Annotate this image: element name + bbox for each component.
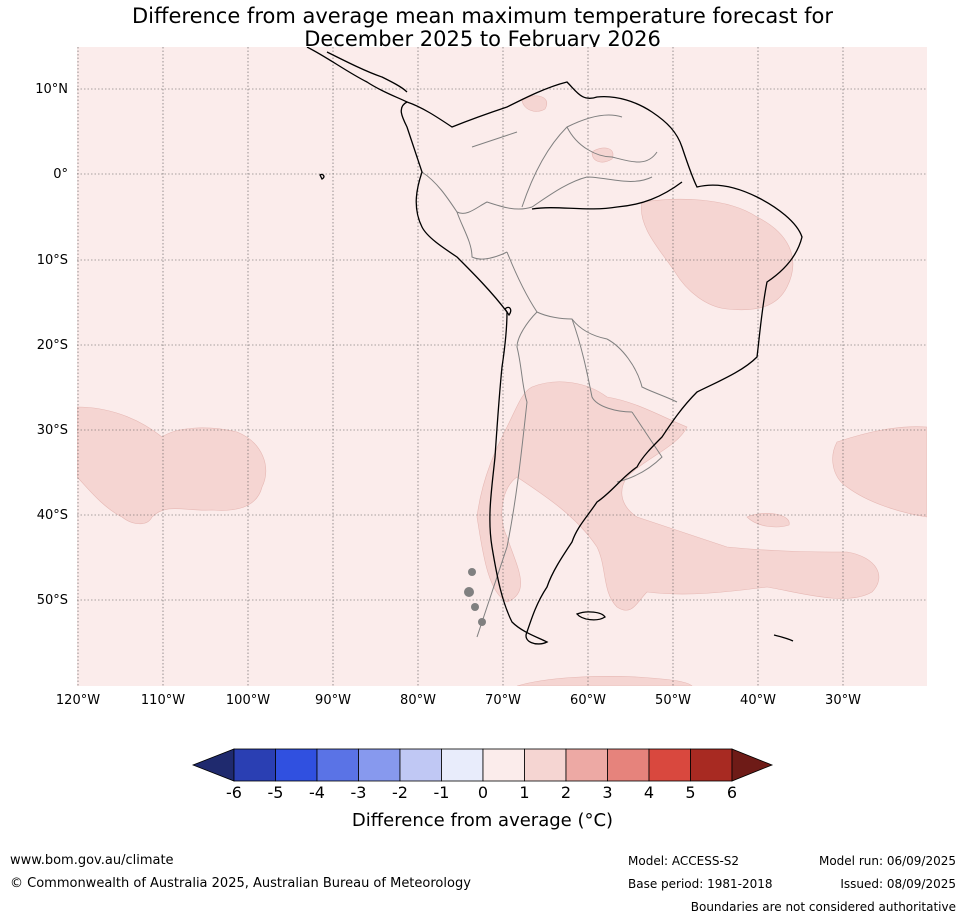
colorbar-segment	[690, 748, 733, 782]
colorbar-tick-label: -2	[392, 783, 408, 802]
colorbar-segment	[648, 748, 691, 782]
lon-label-110w: 110°W	[140, 693, 186, 708]
footer-copyright: © Commonwealth of Australia 2025, Austra…	[10, 876, 471, 891]
forecast-map	[77, 47, 927, 686]
title-line-2: December 2025 to February 2026	[304, 27, 661, 51]
footer-website: www.bom.gov.au/climate	[10, 853, 174, 868]
country-borders	[421, 114, 678, 638]
central-america-coast	[306, 47, 408, 103]
anomaly-region-pacific	[77, 406, 267, 525]
colorbar-tick-label: -5	[267, 783, 284, 802]
south-georgia	[773, 634, 794, 642]
footer-issued: Issued: 08/09/2025	[840, 877, 956, 891]
lon-label-100w: 100°W	[225, 693, 271, 708]
lat-label-50s: 50°S	[36, 593, 68, 608]
colorbar-tick-label: 4	[643, 783, 655, 802]
colorbar-tick-label: 5	[685, 783, 696, 802]
lon-label-60w: 60°W	[570, 693, 606, 708]
colorbar-segment	[482, 748, 525, 782]
anomaly-region-amazon-small	[591, 147, 614, 163]
colorbar-tick-label: -1	[433, 783, 450, 802]
lat-label-40s: 40°S	[36, 508, 68, 523]
colorbar-tick-label: 3	[602, 783, 613, 802]
anomaly-region-southern	[516, 675, 693, 686]
colorbar-tick-label: 6	[726, 783, 738, 802]
lon-label-50w: 50°W	[655, 693, 691, 708]
colorbar-tick-label: -3	[350, 783, 367, 802]
lon-label-90w: 90°W	[315, 693, 351, 708]
chilean-fjords	[464, 568, 486, 626]
amazon-river	[531, 181, 683, 210]
lon-label-70w: 70°W	[485, 693, 521, 708]
anomaly-region-venezuela	[521, 95, 547, 112]
map-svg	[77, 47, 927, 686]
colorbar-segment	[441, 748, 484, 782]
colorbar-segment	[275, 748, 318, 782]
lake-titicaca	[504, 306, 512, 317]
lat-label-20s: 20°S	[36, 338, 68, 353]
footer-base-period: Base period: 1981-2018	[628, 877, 773, 891]
graticule	[77, 47, 927, 686]
anomaly-region-south	[476, 381, 880, 611]
colorbar-tick-label: 2	[560, 783, 572, 802]
title-line-1: Difference from average mean maximum tem…	[132, 4, 833, 28]
lon-label-80w: 80°W	[400, 693, 436, 708]
map-title: Difference from average mean maximum tem…	[0, 5, 965, 51]
anomaly-region-atlantic-small	[746, 513, 790, 528]
lat-label-10s: 10°S	[36, 253, 68, 268]
colorbar-arrow-high	[731, 748, 774, 782]
colorbar-segment	[607, 748, 650, 782]
footer-disclaimer: Boundaries are not considered authoritat…	[690, 900, 956, 914]
colorbar-arrow-low	[192, 748, 235, 782]
colorbar-tick-label: -4	[309, 783, 325, 802]
lon-label-40w: 40°W	[740, 693, 776, 708]
colorbar-segment	[358, 748, 401, 782]
colorbar-segment	[233, 748, 276, 782]
colorbar-segment	[316, 748, 359, 782]
lat-label-30s: 30°S	[36, 423, 68, 438]
lon-label-120w: 120°W	[55, 693, 101, 708]
colorbar	[192, 748, 774, 782]
lat-label-0: 0°	[53, 167, 68, 182]
caribbean-coast	[326, 51, 408, 93]
anomaly-region-brazil	[641, 198, 794, 311]
galapagos	[319, 173, 325, 180]
colorbar-segment	[565, 748, 608, 782]
colorbar-tick-label: 0	[477, 783, 489, 802]
colorbar-label: Difference from average (°C)	[351, 810, 614, 831]
colorbar-segment	[399, 748, 442, 782]
anomaly-region-atlantic-east	[832, 426, 927, 518]
footer-model: Model: ACCESS-S2	[628, 854, 740, 868]
anomaly-1-2-regions	[77, 95, 927, 686]
colorbar-tick-label: -6	[226, 783, 242, 802]
lon-label-30w: 30°W	[825, 693, 861, 708]
colorbar-segment	[524, 748, 567, 782]
lat-label-10n: 10°N	[35, 82, 68, 97]
coastline	[306, 47, 803, 645]
colorbar-tick-label: 1	[519, 783, 530, 802]
footer-model-run: Model run: 06/09/2025	[818, 854, 956, 868]
falklands	[575, 611, 606, 621]
